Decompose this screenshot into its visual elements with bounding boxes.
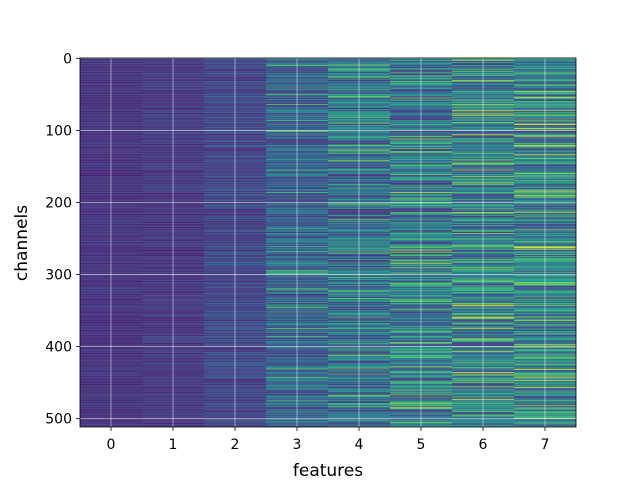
- x-tick-label: 0: [107, 437, 116, 453]
- x-tick-label: 1: [169, 437, 178, 453]
- x-tick-label: 3: [293, 437, 302, 453]
- x-axis-ticks: 0 1 2 3 4 5 6 7: [107, 427, 550, 453]
- x-tick-label: 6: [479, 437, 488, 453]
- y-tick-label: 300: [45, 268, 72, 284]
- x-axis-label: features: [293, 461, 363, 480]
- y-axis-ticks: 0 100 200 300 400 500: [45, 51, 80, 428]
- x-tick-label: 7: [541, 437, 550, 453]
- y-tick-label: 100: [45, 123, 72, 139]
- heatmap-cells: [80, 58, 576, 427]
- y-axis-label: channels: [12, 205, 32, 281]
- x-tick-label: 5: [417, 437, 426, 453]
- y-tick-label: 0: [63, 51, 72, 67]
- grid-lines: [80, 57, 576, 427]
- y-tick-label: 200: [45, 196, 72, 212]
- x-tick-label: 4: [355, 437, 364, 453]
- x-tick-label: 2: [231, 437, 240, 453]
- plot-frame: [79, 57, 577, 428]
- y-tick-label: 500: [45, 412, 72, 428]
- y-tick-label: 400: [45, 340, 72, 356]
